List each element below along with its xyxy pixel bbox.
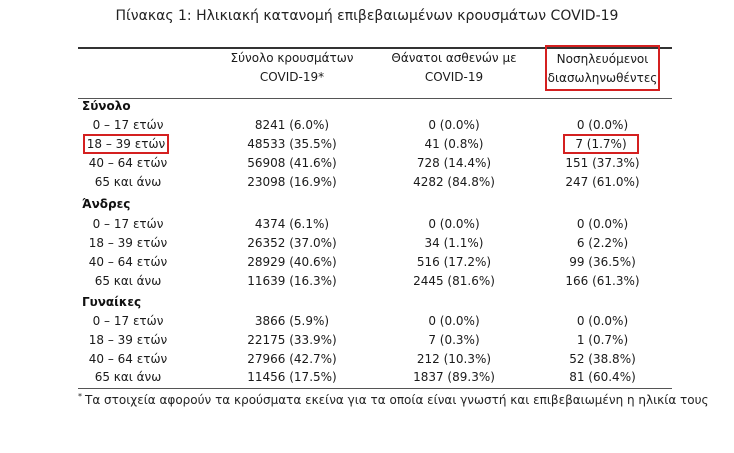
cell-deaths: 0 (0.0%) bbox=[428, 217, 480, 231]
header-deaths: Θάνατοι ασθενών με COVID-19 bbox=[374, 49, 534, 87]
cell-cases: 11456 (17.5%) bbox=[247, 370, 337, 384]
cell-intubated: 0 (0.0%) bbox=[576, 118, 629, 132]
cell-intubated: 247 (61.0%) bbox=[565, 175, 640, 189]
cell-cases: 3866 (5.9%) bbox=[254, 314, 330, 328]
cell-cases: 48533 (35.5%) bbox=[247, 137, 337, 151]
cell-intubated: 0 (0.0%) bbox=[576, 314, 629, 328]
cell-cases: 4374 (6.1%) bbox=[254, 217, 330, 231]
row-label: 18 – 39 ετών bbox=[88, 236, 168, 250]
table-row: 65 και άνω 23098 (16.9%) 4282 (84.8%) 24… bbox=[0, 175, 734, 192]
cell-deaths: 34 (1.1%) bbox=[424, 236, 484, 250]
cell-intubated-highlighted: 7 (1.7%) bbox=[563, 134, 639, 154]
header-total-cases: Σύνολο κρουσμάτων COVID-19* bbox=[217, 49, 367, 87]
row-label-highlighted: 18 – 39 ετών bbox=[83, 134, 169, 154]
cell-intubated: 166 (61.3%) bbox=[565, 274, 640, 288]
table-bottom-rule bbox=[78, 388, 672, 389]
row-label: 18 – 39 ετών bbox=[88, 333, 168, 347]
table-title: Πίνακας 1: Ηλικιακή κατανομή επιβεβαιωμέ… bbox=[115, 8, 619, 24]
header-intubated: Νοσηλευόμενοι διασωληνωθέντες bbox=[545, 45, 660, 91]
cell-intubated: 81 (60.4%) bbox=[569, 370, 636, 384]
cell-intubated: 0 (0.0%) bbox=[576, 217, 629, 231]
cell-deaths: 2445 (81.6%) bbox=[413, 274, 495, 288]
table-row: 40 – 64 ετών 27966 (42.7%) 212 (10.3%) 5… bbox=[0, 352, 734, 369]
table-row: 18 – 39 ετών 26352 (37.0%) 34 (1.1%) 6 (… bbox=[0, 236, 734, 253]
group-total-heading: Σύνολο bbox=[82, 99, 131, 113]
header-deaths-line2: COVID-19 bbox=[424, 70, 484, 84]
table-row: 0 – 17 ετών 3866 (5.9%) 0 (0.0%) 0 (0.0%… bbox=[0, 314, 734, 331]
cell-intubated: 6 (2.2%) bbox=[576, 236, 629, 250]
footnote-text: Τα στοιχεία αφορούν τα κρούσματα εκείνα … bbox=[85, 393, 709, 407]
cell-cases: 22175 (33.9%) bbox=[247, 333, 337, 347]
cell-deaths: 41 (0.8%) bbox=[424, 137, 484, 151]
cell-intubated: 52 (38.8%) bbox=[569, 352, 636, 366]
table-row: 18 – 39 ετών 22175 (33.9%) 7 (0.3%) 1 (0… bbox=[0, 333, 734, 350]
cell-deaths: 7 (0.3%) bbox=[428, 333, 480, 347]
cell-deaths: 4282 (84.8%) bbox=[413, 175, 495, 189]
table-row: 40 – 64 ετών 56908 (41.6%) 728 (14.4%) 1… bbox=[0, 156, 734, 173]
cell-cases: 11639 (16.3%) bbox=[247, 274, 337, 288]
cell-cases: 56908 (41.6%) bbox=[247, 156, 337, 170]
table-footnote: * Τα στοιχεία αφορούν τα κρούσματα εκείνα… bbox=[78, 392, 718, 407]
header-intubated-line1: Νοσηλευόμενοι bbox=[556, 52, 649, 66]
cell-deaths: 0 (0.0%) bbox=[428, 118, 480, 132]
group-women-heading: Γυναίκες bbox=[82, 295, 142, 309]
cell-intubated: 1 (0.7%) bbox=[576, 333, 629, 347]
table-row: 18 – 39 ετών 48533 (35.5%) 41 (0.8%) 7 (… bbox=[0, 134, 734, 154]
cell-intubated: 151 (37.3%) bbox=[565, 156, 640, 170]
cell-deaths: 1837 (89.3%) bbox=[413, 370, 495, 384]
row-label: 40 – 64 ετών bbox=[88, 255, 168, 269]
cell-cases: 23098 (16.9%) bbox=[247, 175, 337, 189]
row-label: 65 και άνω bbox=[94, 274, 162, 288]
cell-intubated: 99 (36.5%) bbox=[569, 255, 636, 269]
cell-cases: 8241 (6.0%) bbox=[254, 118, 330, 132]
table-row: 65 και άνω 11456 (17.5%) 1837 (89.3%) 81… bbox=[0, 370, 734, 387]
header-total-cases-line1: Σύνολο κρουσμάτων bbox=[230, 51, 354, 65]
cell-cases: 26352 (37.0%) bbox=[247, 236, 337, 250]
row-label: 0 – 17 ετών bbox=[92, 314, 164, 328]
footnote-mark: * bbox=[78, 392, 82, 401]
row-label: 65 και άνω bbox=[94, 370, 162, 384]
row-label: 65 και άνω bbox=[94, 175, 162, 189]
table-row: 40 – 64 ετών 28929 (40.6%) 516 (17.2%) 9… bbox=[0, 255, 734, 272]
cell-cases: 28929 (40.6%) bbox=[247, 255, 337, 269]
cell-deaths: 0 (0.0%) bbox=[428, 314, 480, 328]
table-header-rule bbox=[78, 98, 672, 99]
cell-cases: 27966 (42.7%) bbox=[247, 352, 337, 366]
header-total-cases-line2: COVID-19* bbox=[259, 70, 325, 84]
cell-deaths: 516 (17.2%) bbox=[416, 255, 492, 269]
header-deaths-line1: Θάνατοι ασθενών με bbox=[391, 51, 517, 65]
row-label: 0 – 17 ετών bbox=[92, 217, 164, 231]
table-row: 0 – 17 ετών 4374 (6.1%) 0 (0.0%) 0 (0.0%… bbox=[0, 217, 734, 234]
table-top-rule bbox=[78, 47, 672, 49]
row-label: 40 – 64 ετών bbox=[88, 352, 168, 366]
header-intubated-line2: διασωληνωθέντες bbox=[547, 71, 658, 85]
cell-deaths: 728 (14.4%) bbox=[416, 156, 492, 170]
row-label: 0 – 17 ετών bbox=[92, 118, 164, 132]
row-label: 40 – 64 ετών bbox=[88, 156, 168, 170]
group-men-heading: Άνδρες bbox=[82, 197, 131, 211]
table-row: 0 – 17 ετών 8241 (6.0%) 0 (0.0%) 0 (0.0%… bbox=[0, 118, 734, 135]
table-row: 65 και άνω 11639 (16.3%) 2445 (81.6%) 16… bbox=[0, 274, 734, 291]
cell-deaths: 212 (10.3%) bbox=[416, 352, 492, 366]
